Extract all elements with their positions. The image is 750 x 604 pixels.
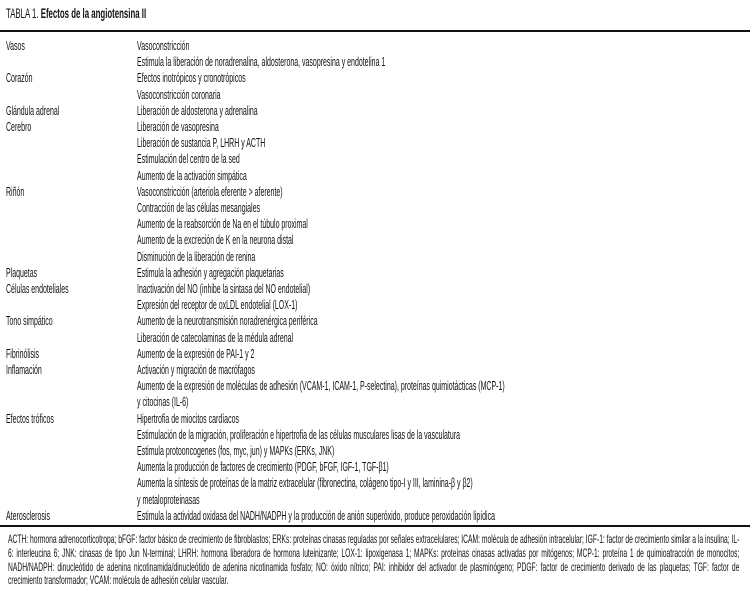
row-effects: Efectos inotrópicos y cronotrópicos Vasoc…: [137, 70, 745, 102]
effect-item: Hipertrofia de miocitos cardíacos: [137, 411, 239, 426]
row-effects: Liberación de vasopresina Liberación de s…: [137, 119, 745, 184]
effect-item: Estimula la liberación de noradrenalina,…: [137, 55, 386, 70]
row-category: Tono simpático: [6, 314, 53, 329]
row-category: Riñón: [6, 184, 25, 199]
effect-item: y metaloproteinasas: [137, 492, 200, 507]
effect-item: Aumenta la síntesis de proteínas de la m…: [137, 476, 473, 491]
table-row: Plaquetas Estimula la adhesión y agregaci…: [6, 265, 745, 281]
effect-item: Expresión del receptor de oxLDL endoteli…: [137, 298, 298, 313]
effect-item: Aumento de la activación simpática: [137, 168, 247, 183]
effect-item: Aumento de la expresión de PAI-1 y 2: [137, 346, 255, 361]
bottom-rule: [0, 525, 750, 527]
table-caption: Efectos de la angiotensina II: [40, 5, 147, 21]
row-effects: Liberación de aldosterona y adrenalina: [137, 103, 745, 119]
effect-item: Disminución de la liberación de renina: [137, 249, 256, 264]
effect-item: Aumenta la producción de factores de cre…: [137, 460, 389, 475]
effect-item: Estimula la actividad oxidasa del NADH/N…: [137, 508, 496, 523]
row-category: Fibrinólisis: [6, 346, 40, 361]
effect-item: Estimula la adhesión y agregación plaque…: [137, 265, 284, 280]
row-category: Plaquetas: [6, 265, 38, 280]
row-effects: Aumento de la expresión de PAI-1 y 2: [137, 346, 745, 362]
effect-item: Aumento de la expresión de moléculas de …: [137, 379, 505, 394]
row-effects: Hipertrofia de miocitos cardíacos Estimul…: [137, 411, 745, 508]
effect-item: Estimulación de la migración, proliferac…: [137, 427, 460, 442]
effect-item: Aumento de la neurotransmisión noradrené…: [137, 314, 318, 329]
table-row: Corazón Efectos inotrópicos y cronotrópic…: [6, 70, 745, 102]
effect-item: Estimula protooncogenes (fos, myc, jun) …: [137, 444, 335, 459]
effect-item: Liberación de aldosterona y adrenalina: [137, 103, 258, 118]
footnote: ACTH: hormona adrenocorticotropa; bFGF: …: [8, 532, 740, 588]
effect-item: Estimulación del centro de la sed: [137, 152, 240, 167]
top-rule: [0, 30, 750, 32]
table-row: Cerebro Liberación de vasopresina Liberaci…: [6, 119, 745, 184]
effect-item: Vasoconstricción coronaria: [137, 87, 221, 102]
effect-item: Inactivación del NO (inhibe la sintasa d…: [137, 282, 311, 297]
row-effects: Activación y migración de macrófagos Aume…: [137, 362, 745, 411]
row-effects: Estimula la actividad oxidasa del NADH/N…: [137, 508, 745, 524]
row-category: Células endoteliales: [6, 282, 69, 297]
effect-item: Liberación de vasopresina: [137, 120, 219, 135]
table-row: Glándula adrenal Liberación de aldosteron…: [6, 103, 745, 119]
table-row: Tono simpático Aumento de la neurotransmi…: [6, 313, 745, 345]
effect-item: y citocinas (IL-6): [137, 395, 189, 410]
effect-item: Vasoconstricción: [137, 39, 190, 53]
table-row: Aterosclerosis Estimula la actividad oxid…: [6, 508, 745, 524]
row-effects: Vasoconstricción (arteriola eferente > a…: [137, 184, 745, 265]
effect-item: Liberación de catecolaminas de la médula…: [137, 330, 294, 345]
row-effects: Estimula la adhesión y agregación plaque…: [137, 265, 745, 281]
effect-item: Aumento de la excreción de K en la neuro…: [137, 233, 294, 248]
effect-item: Activación y migración de macrófagos: [137, 363, 255, 378]
table-number: TABLA 1.: [6, 5, 39, 21]
effect-item: Vasoconstricción (arteriola eferente > a…: [137, 184, 283, 199]
row-effects: Aumento de la neurotransmisión noradrené…: [137, 313, 745, 345]
row-category: Glándula adrenal: [6, 103, 60, 118]
row-category: Efectos tróficos: [6, 411, 54, 426]
table-row: Inflamación Activación y migración de mac…: [6, 362, 745, 411]
row-category: Vasos: [6, 39, 25, 53]
row-category: Inflamación: [6, 363, 42, 378]
row-category: Corazón: [6, 71, 33, 86]
row-category: Aterosclerosis: [6, 508, 50, 523]
effect-item: Aumento de la reabsorción de Na en el tú…: [137, 217, 308, 232]
row-effects: Vasoconstricción Estimula la liberación d…: [137, 38, 745, 70]
table-row: Fibrinólisis Aumento de la expresión de P…: [6, 346, 745, 362]
table-title: TABLA 1. Efectos de la angiotensina II: [6, 5, 398, 21]
row-effects: Inactivación del NO (inhibe la sintasa d…: [137, 281, 745, 313]
table-row: Efectos tróficos Hipertrofia de miocitos …: [6, 411, 745, 508]
table-row: Células endoteliales Inactivación del NO …: [6, 281, 745, 313]
effect-item: Efectos inotrópicos y cronotrópicos: [137, 71, 246, 86]
table-row: Riñón Vasoconstricción (arteriola eferent…: [6, 184, 745, 265]
effect-item: Contracción de las células mesangiales: [137, 201, 260, 216]
effects-table: Vasos Vasoconstricción Estimula la liberac…: [6, 38, 745, 524]
row-category: Cerebro: [6, 120, 32, 135]
table-row: Vasos Vasoconstricción Estimula la liberac…: [6, 38, 745, 70]
effect-item: Liberación de sustancia P, LHRH y ACTH: [137, 136, 266, 151]
